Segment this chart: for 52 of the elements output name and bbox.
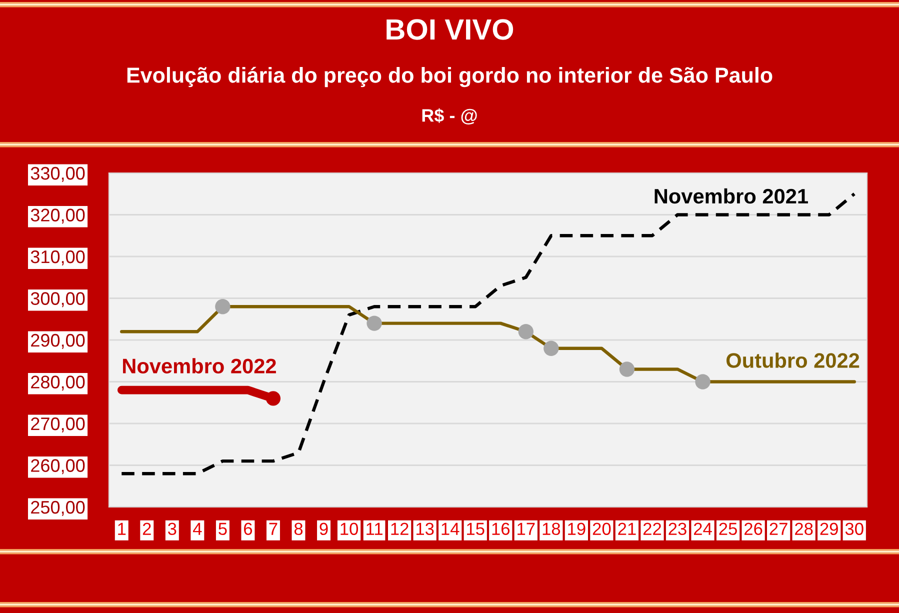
point	[544, 340, 559, 356]
x-tick-label: 29	[820, 522, 838, 536]
x-tick-label: 21	[618, 522, 636, 535]
point	[695, 374, 710, 390]
x-tick-label: 7	[269, 522, 278, 535]
point	[619, 362, 635, 377]
x-tick-label: 10	[340, 522, 358, 536]
y-tick-label: 310,00	[30, 250, 85, 266]
y-tick-label: 330,00	[30, 166, 85, 182]
y-tick-label: 270,00	[31, 417, 85, 432]
x-tick-label: 24	[694, 522, 712, 535]
point	[266, 391, 281, 406]
y-tick-label: 290,00	[31, 334, 85, 349]
y-tick-label: 260,00	[31, 459, 85, 474]
series-label: Novembro 2021	[654, 188, 808, 204]
x-tick-label: 14	[442, 522, 460, 535]
x-tick-label: 16	[492, 522, 510, 536]
x-tick-label: 12	[391, 522, 408, 535]
chart-subtitle: Evolução diária do preço do boi gordo no interior de São Paulo	[127, 66, 772, 88]
x-tick-label: 19	[568, 522, 586, 536]
x-tick-label: 23	[668, 522, 686, 536]
x-tick-label: 5	[218, 522, 227, 536]
x-tick-label: 2	[142, 522, 151, 535]
x-tick-label: 13	[416, 522, 434, 536]
x-tick-label: 1	[118, 522, 126, 535]
point	[518, 324, 534, 340]
x-tick-label: 26	[744, 522, 762, 536]
x-tick-label: 8	[294, 522, 303, 536]
x-tick-label: 4	[193, 522, 202, 535]
point	[215, 298, 230, 314]
chart-title: BOI VIVO	[386, 19, 514, 40]
y-tick-label: 300,00	[30, 292, 85, 308]
x-tick-label: 9	[320, 522, 328, 536]
x-tick-label: 22	[643, 522, 662, 535]
series-label: Outubro 2022	[726, 352, 860, 368]
x-tick-label: 15	[467, 522, 484, 536]
point	[366, 316, 382, 331]
y-tick-label: 250,00	[31, 500, 85, 516]
x-tick-label: 11	[366, 522, 382, 535]
x-tick-label: 17	[518, 522, 535, 535]
x-tick-label: 6	[244, 522, 252, 536]
x-tick-label: 3	[168, 522, 176, 536]
x-tick-label: 18	[542, 522, 560, 536]
y-tick-label: 320,00	[30, 208, 85, 224]
x-tick-label: 27	[770, 522, 788, 535]
y-tick-label: 280,00	[31, 376, 85, 391]
x-tick-label: 20	[592, 522, 611, 536]
series-label: Novembro 2022	[123, 358, 276, 374]
x-tick-label: 30	[845, 522, 864, 536]
x-tick-label: 28	[795, 522, 813, 536]
x-tick-label: 25	[719, 522, 737, 536]
y-axis-title: R$ - @	[422, 108, 477, 125]
